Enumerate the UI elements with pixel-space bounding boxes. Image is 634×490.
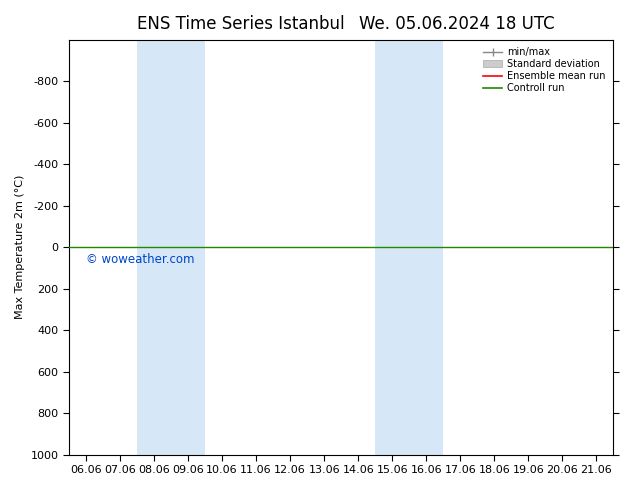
Y-axis label: Max Temperature 2m (°C): Max Temperature 2m (°C): [15, 175, 25, 319]
Text: ENS Time Series Istanbul: ENS Time Series Istanbul: [137, 15, 345, 33]
Legend: min/max, Standard deviation, Ensemble mean run, Controll run: min/max, Standard deviation, Ensemble me…: [480, 45, 609, 96]
Text: We. 05.06.2024 18 UTC: We. 05.06.2024 18 UTC: [359, 15, 554, 33]
Text: © woweather.com: © woweather.com: [86, 253, 195, 266]
Bar: [375, 40, 443, 455]
Bar: [137, 40, 205, 455]
